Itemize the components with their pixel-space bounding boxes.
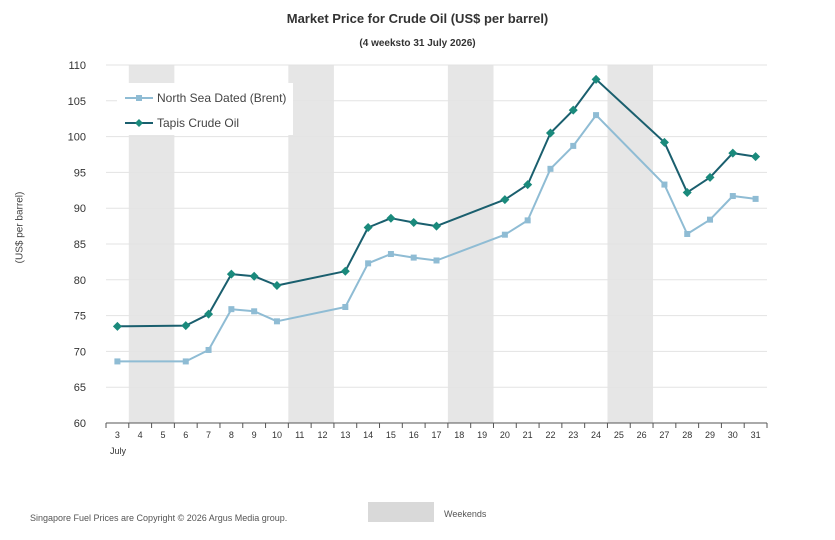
weekends-legend-swatch bbox=[368, 502, 434, 522]
tapis-point bbox=[432, 221, 441, 231]
y-tick-label: 105 bbox=[68, 96, 86, 108]
tapis-point bbox=[705, 172, 715, 182]
x-tick-label: 4 bbox=[138, 430, 143, 440]
brent-point bbox=[114, 358, 121, 365]
y-tick-label: 85 bbox=[74, 239, 86, 251]
legend-item-brent: North Sea Dated (Brent) bbox=[125, 90, 286, 106]
brent-point bbox=[707, 216, 714, 223]
x-tick-label: 8 bbox=[229, 430, 234, 440]
x-tick-label: 31 bbox=[751, 430, 761, 440]
legend-brent-swatch bbox=[125, 95, 153, 101]
x-tick-label: 28 bbox=[682, 430, 692, 440]
tapis-point bbox=[204, 309, 214, 319]
tapis-point bbox=[568, 105, 578, 115]
brent-point bbox=[342, 304, 349, 311]
x-tick-label: 26 bbox=[637, 430, 647, 440]
brent-point bbox=[501, 231, 508, 238]
x-tick-label: 25 bbox=[614, 430, 624, 440]
y-tick-label: 65 bbox=[74, 382, 86, 394]
x-tick-label: 7 bbox=[206, 430, 211, 440]
x-tick-label: 24 bbox=[591, 430, 601, 440]
tapis-point bbox=[682, 187, 692, 197]
tapis-point bbox=[112, 321, 122, 331]
brent-point bbox=[182, 358, 189, 365]
chart-legend: North Sea Dated (Brent) Tapis Crude Oil bbox=[117, 83, 293, 135]
y-tick-label: 90 bbox=[74, 203, 86, 215]
brent-point bbox=[524, 217, 531, 224]
x-month-label: July bbox=[110, 446, 127, 456]
brent-point bbox=[273, 318, 280, 325]
brent-point bbox=[205, 346, 212, 353]
brent-point bbox=[729, 193, 736, 200]
y-tick-label: 100 bbox=[68, 132, 86, 144]
x-tick-label: 5 bbox=[160, 430, 165, 440]
x-tick-label: 16 bbox=[409, 430, 419, 440]
brent-point bbox=[593, 112, 600, 119]
tapis-point bbox=[181, 321, 191, 331]
brent-point bbox=[365, 260, 372, 267]
x-tick-label: 6 bbox=[183, 430, 188, 440]
x-tick-label: 12 bbox=[318, 430, 328, 440]
x-tick-label: 22 bbox=[545, 430, 555, 440]
tapis-point bbox=[659, 137, 669, 147]
legend-brent-label: North Sea Dated (Brent) bbox=[157, 91, 287, 105]
x-tick-label: 10 bbox=[272, 430, 282, 440]
x-tick-label: 20 bbox=[500, 430, 510, 440]
series-lines bbox=[112, 74, 761, 365]
x-tick-label: 30 bbox=[728, 430, 738, 440]
legend-tapis-swatch bbox=[125, 119, 153, 127]
x-tick-label: 27 bbox=[659, 430, 669, 440]
y-tick-label: 70 bbox=[74, 346, 86, 358]
brent-point bbox=[433, 257, 440, 264]
x-tick-label: 21 bbox=[523, 430, 533, 440]
x-tick-label: 13 bbox=[340, 430, 350, 440]
chart-title: Market Price for Crude Oil (US$ per barr… bbox=[286, 11, 549, 26]
tapis-point bbox=[249, 271, 259, 281]
weekends-legend-label: Weekends bbox=[444, 509, 487, 519]
brent-point bbox=[661, 181, 668, 188]
x-tick-label: 18 bbox=[454, 430, 464, 440]
x-tick-label: 29 bbox=[705, 430, 715, 440]
y-tick-label: 110 bbox=[68, 60, 86, 72]
x-tick-label: 23 bbox=[568, 430, 578, 440]
chart-subtitle: (4 weeksto 31 July 2026) bbox=[359, 38, 476, 49]
x-tick-label: 19 bbox=[477, 430, 487, 440]
y-tick-label: 60 bbox=[74, 418, 86, 430]
x-tick-label: 9 bbox=[252, 430, 257, 440]
x-tick-label: 14 bbox=[363, 430, 373, 440]
tapis-point bbox=[751, 152, 761, 162]
tapis-point bbox=[226, 269, 236, 279]
brent-point bbox=[410, 254, 417, 261]
tapis-point bbox=[728, 148, 738, 158]
brent-point bbox=[251, 308, 258, 315]
brent-point bbox=[228, 306, 235, 313]
brent-point bbox=[547, 165, 554, 172]
tapis-point bbox=[363, 223, 373, 233]
brent-line bbox=[117, 114, 756, 363]
y-tick-label: 95 bbox=[74, 167, 86, 179]
legend-item-tapis: Tapis Crude Oil bbox=[125, 115, 239, 131]
tapis-point bbox=[591, 74, 601, 84]
copyright-note: Singapore Fuel Prices are Copyright © 20… bbox=[30, 513, 288, 523]
brent-point bbox=[752, 195, 759, 202]
tapis-point bbox=[386, 213, 396, 223]
y-tick-label: 80 bbox=[74, 275, 86, 287]
tapis-point bbox=[272, 281, 282, 291]
x-tick-label: 17 bbox=[431, 430, 441, 440]
brent-point bbox=[570, 142, 577, 149]
legend-tapis-label: Tapis Crude Oil bbox=[157, 116, 240, 130]
tapis-point bbox=[500, 195, 510, 205]
tapis-point bbox=[545, 128, 555, 138]
axes: 60 65 70 75 80 85 90 95 100 105 110 3 4 5 6 7 8 9 10 11 12 13… bbox=[68, 60, 768, 456]
y-tick-label: 75 bbox=[74, 311, 86, 323]
tapis-point bbox=[409, 218, 419, 228]
brent-point bbox=[684, 230, 691, 237]
x-tick-label: 3 bbox=[115, 430, 120, 440]
x-tick-label: 11 bbox=[295, 430, 304, 440]
x-tick-label: 15 bbox=[386, 430, 396, 440]
tapis-point bbox=[340, 266, 350, 276]
tapis-point bbox=[523, 180, 533, 190]
brent-point bbox=[387, 251, 394, 258]
